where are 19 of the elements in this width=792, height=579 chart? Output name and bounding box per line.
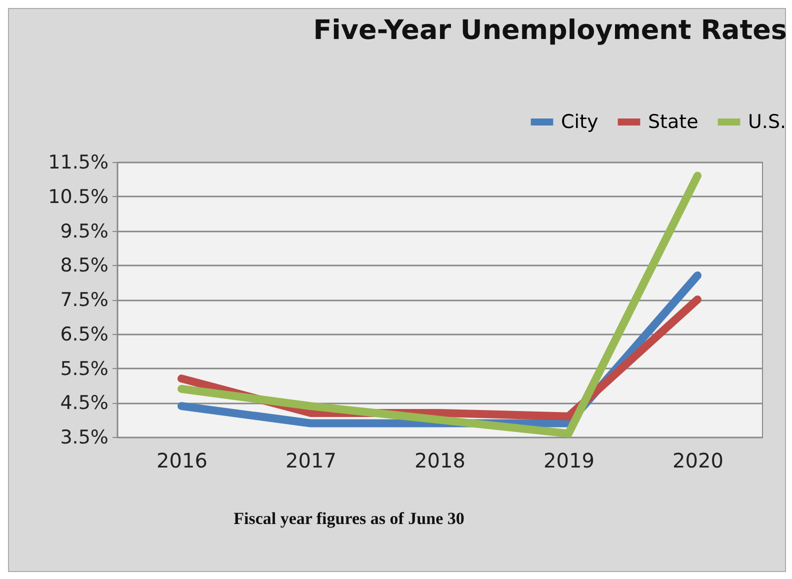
legend-label: U.S. — [748, 111, 786, 133]
y-tick-label: 8.5% — [60, 254, 108, 277]
legend-label: State — [648, 111, 698, 133]
x-tick-label: 2019 — [544, 448, 594, 472]
y-tick-label: 5.5% — [60, 358, 108, 380]
legend-label: City — [561, 111, 598, 133]
y-tick-label: 7.5% — [60, 289, 108, 311]
chart-title: Five-Year Unemployment Rates — [313, 15, 787, 46]
x-tick-label: 2016 — [156, 448, 208, 472]
y-tick-label: 9.5% — [60, 220, 108, 242]
y-tick-label: 11.5% — [48, 152, 108, 174]
text: Fiscal year figures as of June 30 — [232, 509, 466, 529]
y-tick-label: 6.5% — [60, 323, 108, 346]
y-tick-label: 10.5% — [48, 186, 108, 208]
x-tick-label: 2020 — [672, 448, 724, 472]
y-tick-label: 4.5% — [60, 392, 108, 414]
x-tick-label: 2017 — [286, 448, 336, 472]
x-tick-label: 2018 — [414, 448, 466, 472]
y-tick-label: 3.5% — [60, 426, 108, 448]
